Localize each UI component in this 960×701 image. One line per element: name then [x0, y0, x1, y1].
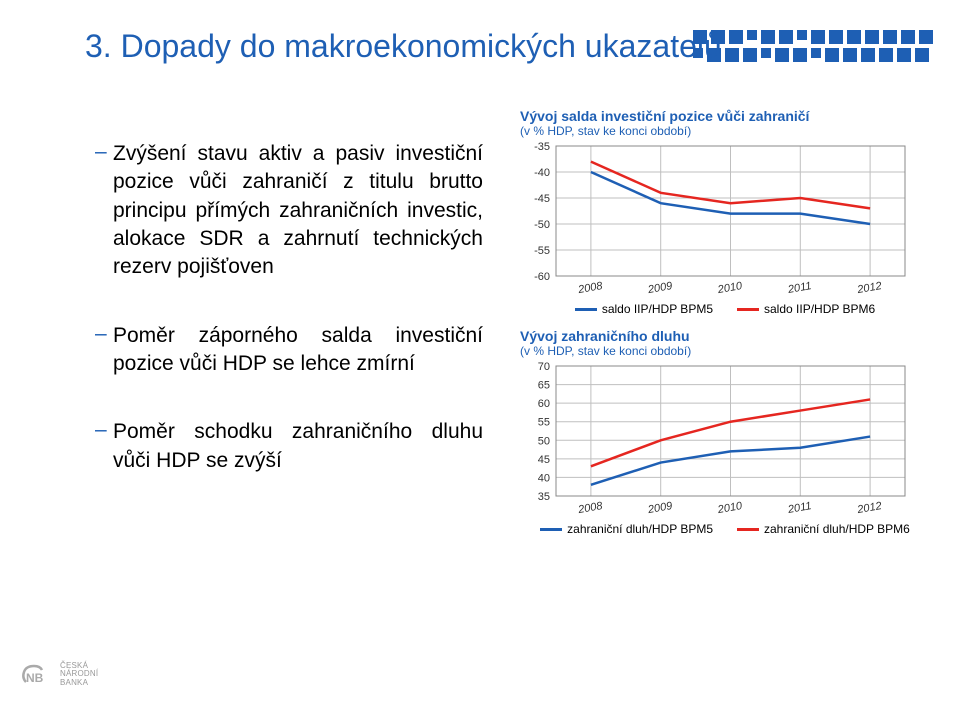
charts-area: Vývoj salda investiční pozice vůči zahra… [520, 108, 930, 548]
footer-logo: NB ČESKÁ NÁRODNÍ BANKA [20, 662, 98, 687]
bullet-item: –Poměr záporného salda investiční pozice… [95, 322, 495, 379]
svg-text:2009: 2009 [646, 280, 673, 296]
slide: 3. Dopady do makroekonomických ukazatelů… [0, 0, 960, 701]
bullet-dash: – [95, 418, 113, 442]
chart-2-title: Vývoj zahraničního dluhu [520, 328, 930, 344]
bullet-item: –Zvýšení stavu aktiv a pasiv investiční … [95, 140, 495, 282]
chart-2-legend: zahraniční dluh/HDP BPM5 zahraniční dluh/… [520, 522, 930, 536]
legend-label: zahraniční dluh/HDP BPM6 [764, 522, 910, 536]
chart-1-legend: saldo IIP/HDP BPM5 saldo IIP/HDP BPM6 [520, 302, 930, 316]
logo-line-3: BANKA [60, 679, 98, 687]
svg-text:2012: 2012 [855, 280, 882, 296]
svg-text:55: 55 [538, 417, 550, 429]
legend-swatch [540, 528, 562, 531]
svg-text:-45: -45 [534, 193, 550, 205]
slide-title: 3. Dopady do makroekonomických ukazatelů [85, 28, 722, 65]
svg-text:50: 50 [538, 435, 550, 447]
svg-text:2011: 2011 [786, 280, 812, 296]
legend-label: saldo IIP/HDP BPM5 [602, 302, 713, 316]
legend-item: saldo IIP/HDP BPM6 [737, 302, 875, 316]
chart-2-subtitle: (v % HDP, stav ke konci období) [520, 344, 930, 358]
bullet-text: Poměr záporného salda investiční pozice … [113, 322, 483, 379]
svg-text:45: 45 [538, 454, 550, 466]
legend-swatch [737, 308, 759, 311]
legend-swatch [575, 308, 597, 311]
cnb-logo-icon: NB [20, 662, 56, 686]
svg-text:-35: -35 [534, 141, 550, 153]
chart-2: 35 40 45 50 55 60 65 70 2008 2009 2010 2011 2012 [520, 360, 915, 520]
svg-text:-40: -40 [534, 167, 550, 179]
bullet-dash: – [95, 140, 113, 164]
chart-1-block: Vývoj salda investiční pozice vůči zahra… [520, 108, 930, 316]
legend-swatch [737, 528, 759, 531]
bullet-item: –Poměr schodku zahraničního dluhu vůči H… [95, 418, 495, 475]
svg-text:2009: 2009 [646, 500, 673, 516]
svg-text:2012: 2012 [855, 500, 882, 516]
svg-text:35: 35 [538, 491, 550, 503]
svg-text:2010: 2010 [716, 500, 744, 516]
svg-text:2008: 2008 [576, 280, 604, 296]
svg-text:2008: 2008 [576, 500, 604, 516]
svg-text:65: 65 [538, 380, 550, 392]
chart-2-block: Vývoj zahraničního dluhu (v % HDP, stav … [520, 328, 930, 536]
title-row: 3. Dopady do makroekonomických ukazatelů [85, 28, 930, 65]
svg-text:40: 40 [538, 472, 550, 484]
svg-text:-60: -60 [534, 271, 550, 283]
bullet-list: –Zvýšení stavu aktiv a pasiv investiční … [95, 140, 495, 515]
bullet-text: Poměr schodku zahraničního dluhu vůči HD… [113, 418, 483, 475]
svg-text:NB: NB [26, 671, 44, 685]
legend-item: zahraniční dluh/HDP BPM6 [737, 522, 910, 536]
chart-1: -60 -55 -50 -45 -40 -35 2008 2009 2010 2011 2012 [520, 140, 915, 300]
legend-item: zahraniční dluh/HDP BPM5 [540, 522, 713, 536]
chart-1-subtitle: (v % HDP, stav ke konci období) [520, 124, 930, 138]
svg-text:-50: -50 [534, 219, 550, 231]
svg-text:2011: 2011 [786, 500, 812, 516]
bullet-dash: – [95, 322, 113, 346]
svg-text:-55: -55 [534, 245, 550, 257]
legend-label: saldo IIP/HDP BPM6 [764, 302, 875, 316]
chart-1-title: Vývoj salda investiční pozice vůči zahra… [520, 108, 930, 124]
svg-text:70: 70 [538, 361, 550, 373]
legend-item: saldo IIP/HDP BPM5 [575, 302, 713, 316]
footer-logo-text: ČESKÁ NÁRODNÍ BANKA [60, 662, 98, 687]
svg-text:60: 60 [538, 398, 550, 410]
bullet-text: Zvýšení stavu aktiv a pasiv investiční p… [113, 140, 483, 282]
legend-label: zahraniční dluh/HDP BPM5 [567, 522, 713, 536]
svg-text:2010: 2010 [716, 280, 744, 296]
